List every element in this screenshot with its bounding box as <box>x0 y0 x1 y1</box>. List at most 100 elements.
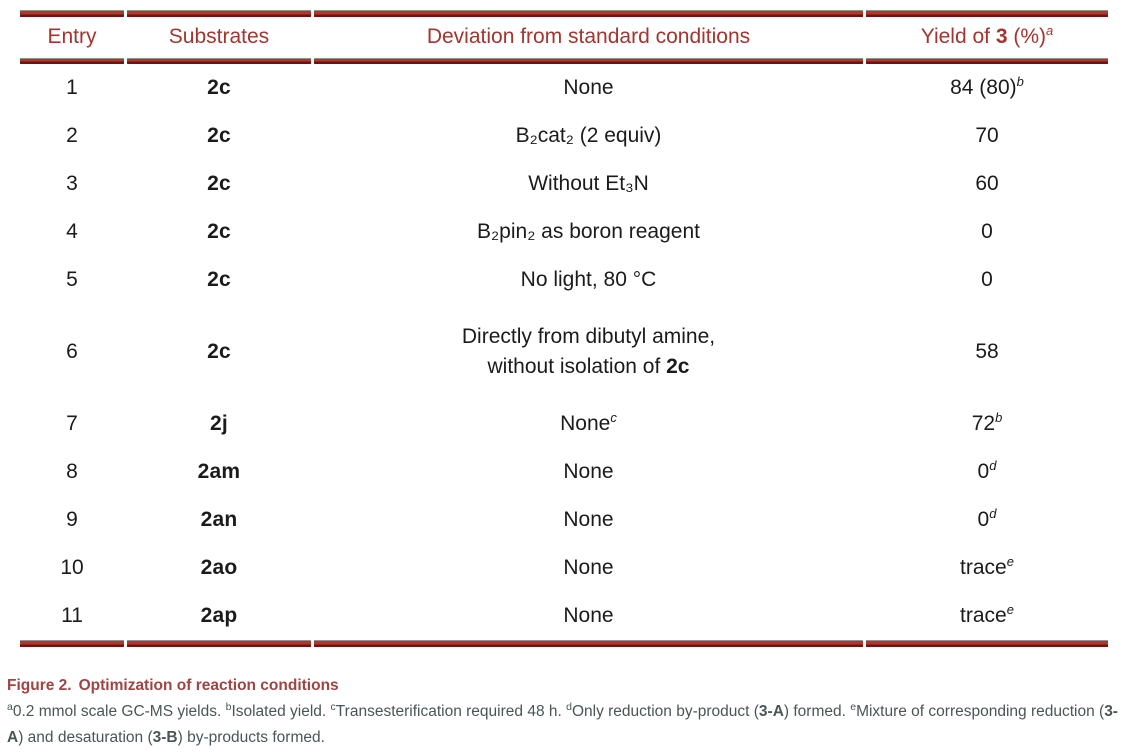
rule-segment <box>314 10 863 17</box>
yield-text: 72 <box>971 411 996 435</box>
footnote-marker: c <box>330 700 336 713</box>
figure-title: Optimization of reaction conditions <box>78 677 339 694</box>
header-entry: Entry <box>47 25 97 49</box>
rule-segment <box>127 640 311 647</box>
yield-footmark: d <box>989 505 997 521</box>
deviation-line1: Directly from dibutyl amine, <box>461 324 716 348</box>
yield-cell: 0 <box>866 220 1108 244</box>
compound-label: 3-A <box>7 703 1118 746</box>
deviation-line2-compound: 2c <box>666 355 690 378</box>
header-yield-footmark: a <box>1046 23 1054 39</box>
yield-cell: 84 (80)b <box>866 73 1108 100</box>
caption-title-line: Figure 2. Optimization of reaction condit… <box>7 676 1133 696</box>
table-row-10: 10 2ao None tracee <box>20 544 1108 592</box>
substrate-cell: 2am <box>197 459 241 483</box>
rule-segment <box>314 58 863 64</box>
deviation-cell: None <box>314 508 863 532</box>
yield-cell: 72b <box>866 411 1108 436</box>
footnote-marker: d <box>566 700 572 713</box>
deviation-cell: None <box>314 460 863 484</box>
substrate-cell: 2ao <box>200 555 238 579</box>
substrate-cell: 2ap <box>200 603 238 627</box>
yield-footmark: e <box>1006 553 1014 569</box>
figure-footnotes: a0.2 mmol scale GC-MS yields. bIsolated … <box>7 699 1133 751</box>
entry-cell: 10 <box>60 555 84 579</box>
yield-text: 60 <box>975 171 999 195</box>
yield-text: 0 <box>981 219 993 243</box>
entry-cell: 6 <box>66 339 78 363</box>
rule-segment <box>866 58 1108 64</box>
substrate-cell: 2c <box>207 339 231 363</box>
deviation-line2-text: without isolation of <box>487 355 667 378</box>
entry-cell: 4 <box>66 219 78 243</box>
table-row-1: 1 2c None 84 (80)b <box>20 64 1108 112</box>
yield-text: 84 (80) <box>950 75 1017 99</box>
footnote-marker: a <box>7 700 13 713</box>
table-rule-header-bottom <box>20 58 1108 64</box>
header-yield-prefix: Yield of <box>920 25 996 49</box>
compound-label: 3-B <box>152 729 178 746</box>
header-substrates: Substrates <box>168 25 270 49</box>
header-yield: Yield of 3 (%)a <box>866 23 1108 49</box>
table-rule-top <box>20 10 1108 17</box>
deviation-cell: Nonec <box>314 409 863 436</box>
deviation-footmark: c <box>610 409 617 425</box>
figure-caption: Figure 2. Optimization of reaction condit… <box>7 676 1133 751</box>
footnote-text: ) and desaturation ( <box>18 729 153 746</box>
deviation-text: B₂cat₂ (2 equiv) <box>515 123 662 147</box>
substrate-cell: 2an <box>200 507 238 531</box>
yield-cell: 60 <box>866 172 1108 196</box>
yield-text: 0 <box>977 459 990 483</box>
table-row-3: 3 2c Without Et₃N 60 <box>20 160 1108 208</box>
rule-segment <box>314 640 863 647</box>
table-row-7: 7 2j Nonec 72b <box>20 400 1108 448</box>
substrate-cell: 2c <box>207 123 231 147</box>
table-row-8: 8 2am None 0d <box>20 448 1108 496</box>
substrate-cell: 2c <box>207 267 231 291</box>
deviation-text: None <box>563 603 614 627</box>
deviation-text: None <box>563 555 614 579</box>
yield-cell: 0d <box>866 457 1108 484</box>
deviation-text: Without Et₃N <box>528 171 649 195</box>
rule-segment <box>866 640 1108 647</box>
entry-cell: 11 <box>61 603 83 627</box>
deviation-cell: Directly from dibutyl amine, without iso… <box>314 325 863 379</box>
yield-footmark: b <box>1016 73 1024 89</box>
footnote-text: Transesterification required 48 h. <box>335 703 567 720</box>
yield-cell: tracee <box>866 603 1108 628</box>
yield-text: 58 <box>975 339 999 363</box>
footnote-text: Mixture of corresponding reduction ( <box>856 703 1105 720</box>
footnote-text: 0.2 mmol scale GC-MS yields. <box>12 703 226 720</box>
substrate-cell: 2j <box>210 411 228 435</box>
substrate-cell: 2c <box>207 219 231 243</box>
table-row-4: 4 2c B₂pin₂ as boron reagent 0 <box>20 208 1108 256</box>
table-header-row: Entry Substrates Deviation from standard… <box>20 17 1108 58</box>
deviation-line2: without isolation of 2c <box>314 355 863 379</box>
deviation-cell: None <box>314 556 863 580</box>
deviation-text: No light, 80 °C <box>520 267 657 291</box>
header-yield-compound: 3 <box>995 25 1008 49</box>
deviation-cell: B₂cat₂ (2 equiv) <box>314 124 863 148</box>
deviation-text: None <box>563 507 614 531</box>
rule-segment <box>20 58 124 64</box>
rule-segment <box>20 10 124 17</box>
deviation-cell: B₂pin₂ as boron reagent <box>314 220 863 244</box>
yield-text: trace <box>960 555 1007 579</box>
yield-cell: 0d <box>866 505 1108 532</box>
table-row-11: 11 2ap None tracee <box>20 592 1108 640</box>
rule-segment <box>20 640 124 647</box>
yield-cell: 58 <box>866 340 1108 364</box>
table-rule-bottom <box>20 640 1108 647</box>
deviation-text: None <box>563 459 614 483</box>
table-row-6: 6 2c Directly from dibutyl amine, withou… <box>20 304 1108 400</box>
deviation-cell: None <box>314 604 863 628</box>
entry-cell: 7 <box>66 411 78 435</box>
yield-footmark: d <box>989 457 997 473</box>
footnote-marker: b <box>225 700 232 713</box>
footnote-text: Only reduction by-product ( <box>571 703 759 720</box>
entry-cell: 9 <box>66 507 78 531</box>
compound-label: 3-A <box>758 703 784 720</box>
deviation-text: None <box>560 411 611 435</box>
yield-text: trace <box>960 603 1007 627</box>
